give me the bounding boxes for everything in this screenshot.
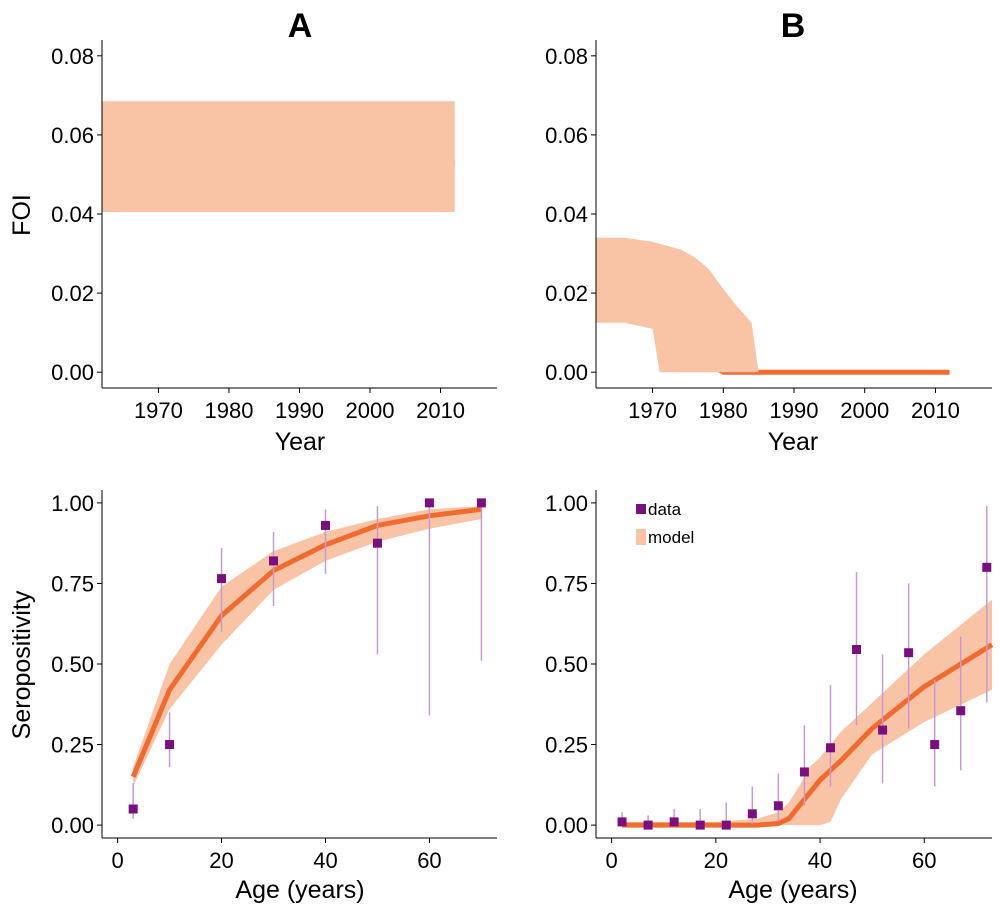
y-tick-label: 0.25 [545, 733, 588, 758]
legend: data model [636, 500, 694, 547]
x-tick-label: 1970 [134, 398, 183, 423]
confidence-band [622, 599, 992, 826]
data-point [669, 817, 679, 827]
y-tick-label: 1.00 [545, 491, 588, 516]
plot-area: 0.00 0.02 0.04 0.06 0.08 1970 1980 1990 2000 2010 [545, 40, 992, 423]
x-tick-label: 1990 [770, 398, 819, 423]
legend-label-model: model [648, 528, 694, 547]
x-tick-label: 0 [111, 848, 123, 873]
x-tick-label: 60 [417, 848, 441, 873]
data-point [982, 562, 992, 572]
data-point [617, 817, 627, 827]
data-point [747, 809, 757, 819]
y-tick-label: 0.06 [545, 123, 588, 148]
data-point [773, 801, 783, 811]
x-tick-label: 2010 [911, 398, 960, 423]
x-axis-title: Age (years) [235, 876, 364, 904]
plot-area: 0.00 0.25 0.50 0.75 1.00 0 20 40 60 [51, 490, 497, 873]
data-point [643, 820, 653, 830]
y-tick-label: 0.00 [51, 813, 94, 838]
legend-swatch-model [636, 529, 646, 545]
x-tick-label: 1980 [699, 398, 748, 423]
data-point [721, 820, 731, 830]
x-tick-label: 20 [704, 848, 728, 873]
y-tick-label: 0.50 [545, 652, 588, 677]
y-tick-label: 0.00 [51, 360, 94, 385]
y-tick-label: 0.08 [545, 44, 588, 69]
x-tick-label: 2010 [416, 398, 465, 423]
y-tick-label: 0.75 [545, 571, 588, 596]
panel-b-seropositivity-by-age: 0.000.250.500.751.000 20 40 60 Age (years) … [545, 490, 994, 904]
data-point [372, 538, 382, 548]
y-tick-label: 0.00 [545, 813, 588, 838]
data-point [878, 725, 888, 735]
y-tick-label: 0.08 [51, 44, 94, 69]
legend-label-data: data [648, 500, 682, 519]
data-point [476, 498, 486, 508]
x-tick-label: 1970 [628, 398, 677, 423]
x-tick-label: 1980 [204, 398, 253, 423]
confidence-band [102, 101, 455, 212]
confidence-band [596, 237, 950, 373]
model-line [622, 642, 994, 828]
model-line [130, 506, 482, 778]
legend-swatch-data [636, 504, 646, 514]
y-tick-label: 0.00 [545, 360, 588, 385]
y-tick-label: 0.02 [51, 281, 94, 306]
plot-area: 0.00 0.25 0.50 0.75 1.00 0 20 40 60 [545, 490, 994, 873]
panel-label-b: B [781, 7, 806, 45]
x-tick-label: 1990 [275, 398, 324, 423]
data-point [165, 740, 175, 750]
data-point [852, 645, 862, 654]
x-axis-title: Age (years) [728, 876, 857, 904]
data-point [956, 706, 966, 716]
y-tick-label: 0.04 [51, 202, 94, 227]
data-point [930, 740, 940, 750]
data-point [799, 767, 809, 777]
x-tick-label: 40 [313, 848, 337, 873]
y-tick-label: 0.06 [51, 123, 94, 148]
x-tick-label: 60 [912, 848, 936, 873]
panel-a-seropositivity-by-age: 0.000.250.500.751.000 20 40 60 Age (years) … [8, 490, 497, 904]
y-tick-label: 0.50 [51, 652, 94, 677]
y-tick-label: 0.75 [51, 571, 94, 596]
panel-label-a: A [288, 7, 313, 45]
panel-b-foi-by-year: B 0.00 0.02 0.04 0.06 0.08 1970 1980 1990 2000 20… [545, 7, 992, 456]
panel-a-foi-by-year: A 0.00 0.02 0.04 0.06 0.08 1970 1980 1990 2000 20… [8, 7, 497, 456]
data-point [424, 498, 434, 508]
data-point [825, 743, 835, 753]
data-point [904, 648, 914, 658]
y-tick-label: 0.25 [51, 733, 94, 758]
x-tick-label: 2000 [346, 398, 395, 423]
x-tick-label: 40 [808, 848, 832, 873]
data-point [320, 520, 330, 530]
x-axis-title: Year [768, 428, 819, 456]
x-tick-label: 2000 [840, 398, 889, 423]
y-tick-label: 0.02 [545, 281, 588, 306]
data-point [269, 556, 279, 566]
data-point [128, 804, 138, 814]
y-axis-title: Seropositivity [8, 590, 36, 739]
y-tick-label: 0.04 [545, 202, 588, 227]
x-tick-label: 0 [606, 848, 618, 873]
data-point [217, 574, 227, 584]
y-tick-label: 1.00 [51, 491, 94, 516]
x-tick-label: 20 [209, 848, 233, 873]
plot-area: 0.00 0.02 0.04 0.06 0.08 1970 1980 1990 2000 2010 [51, 40, 497, 423]
data-point [695, 820, 705, 830]
y-axis-title: FOI [8, 194, 36, 236]
x-axis-title: Year [275, 428, 326, 456]
